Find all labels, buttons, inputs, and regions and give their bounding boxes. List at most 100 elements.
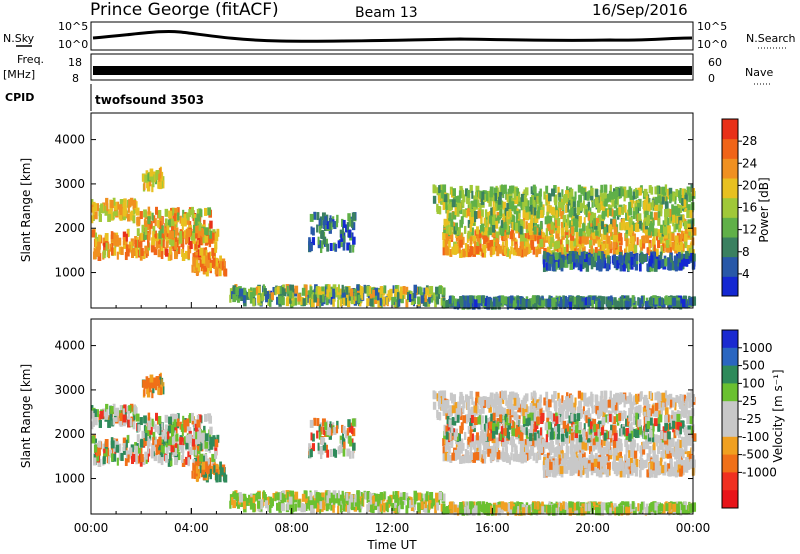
power-cell	[444, 246, 448, 255]
velocity-cell	[112, 417, 115, 426]
velocity-cell	[690, 410, 694, 419]
velocity-cell	[537, 446, 540, 455]
power-cell	[319, 295, 323, 304]
velocity-cell	[499, 398, 502, 407]
power-cell	[513, 206, 517, 215]
power-cell	[581, 235, 585, 244]
power-cell	[668, 296, 672, 305]
power-cell	[157, 180, 161, 189]
power-cell	[309, 213, 314, 222]
velocity-cell	[139, 458, 143, 467]
velocity-cell	[625, 438, 629, 447]
power-cell	[574, 219, 579, 228]
power-cell	[560, 227, 565, 236]
power-cell	[581, 246, 586, 255]
power-cell	[170, 252, 173, 261]
power-cell	[125, 244, 129, 253]
power-cell	[639, 187, 642, 196]
power-cell	[549, 255, 553, 264]
velocity-cell	[557, 445, 561, 454]
power-cell	[560, 221, 563, 230]
power-cell	[534, 186, 537, 195]
power-cell	[613, 227, 618, 236]
power-cell	[211, 260, 214, 269]
power-cell	[122, 202, 125, 211]
power-cell	[243, 287, 247, 296]
power-cell	[158, 173, 161, 182]
velocity-cell	[662, 449, 665, 458]
power-cell	[657, 260, 661, 269]
power-cell	[174, 241, 178, 250]
power-cell	[603, 226, 607, 235]
power-cell	[142, 251, 146, 260]
velocity-cell	[351, 438, 354, 447]
power-cell	[579, 263, 583, 272]
power-cell	[659, 251, 663, 260]
power-cell	[610, 228, 613, 237]
power-cell	[181, 248, 184, 257]
power-cell	[494, 301, 497, 310]
velocity-cell	[354, 494, 357, 503]
velocity-cell	[461, 455, 466, 464]
velocity-cell	[348, 424, 352, 433]
power-cell	[348, 218, 352, 227]
power-cell	[515, 210, 519, 219]
velocity-cell	[147, 438, 151, 447]
power-cell	[628, 186, 632, 195]
power-cell	[508, 196, 513, 205]
velocity-cell	[582, 393, 586, 402]
power-cell	[475, 185, 480, 194]
power-cell	[350, 296, 354, 305]
power-cell	[562, 221, 565, 230]
power-cell	[326, 289, 330, 298]
velocity-cell	[656, 392, 660, 401]
power-cell	[610, 208, 614, 217]
power-cell	[429, 285, 434, 294]
power-cell	[506, 211, 510, 220]
power-cell	[532, 246, 536, 255]
power-cell	[381, 296, 386, 305]
power-cell	[97, 252, 102, 261]
power-cell	[455, 222, 459, 231]
power-cell	[337, 299, 340, 308]
velocity-cell	[571, 407, 576, 416]
power-cell	[144, 226, 148, 235]
velocity-cell	[582, 406, 585, 415]
power-cell	[570, 188, 574, 197]
velocity-cell	[558, 403, 562, 412]
power-cell	[450, 231, 454, 240]
power-colorbar-swatch	[722, 158, 738, 179]
velocity-cell	[575, 437, 579, 446]
power-cell	[538, 194, 542, 203]
velocity-cell	[394, 494, 399, 503]
power-cell	[612, 254, 617, 263]
velocity-cell	[525, 412, 528, 421]
power-cell	[366, 298, 370, 307]
velocity-cell	[559, 445, 562, 454]
velocity-cell	[630, 401, 634, 410]
power-cell	[495, 231, 499, 240]
power-cell	[511, 201, 515, 210]
power-cell	[545, 232, 548, 241]
power-cell	[301, 287, 306, 296]
power-cell	[342, 219, 346, 228]
velocity-cell	[576, 406, 581, 415]
velocity-cell	[167, 431, 170, 440]
power-cell	[472, 235, 477, 244]
velocity-cell	[276, 502, 280, 511]
power-cell	[520, 219, 524, 228]
velocity-cell	[332, 490, 337, 499]
power-cell	[508, 250, 512, 259]
power-cell	[618, 206, 622, 215]
power-cell	[185, 228, 190, 237]
power-cell	[677, 262, 681, 271]
velocity-cell	[532, 405, 536, 414]
power-cell	[442, 232, 446, 241]
power-cell	[485, 219, 488, 228]
velocity-cell	[297, 499, 301, 508]
power-cell	[105, 242, 108, 251]
power-cell	[672, 214, 676, 223]
power-cell	[160, 238, 164, 247]
velocity-cell	[539, 394, 542, 403]
power-cell	[309, 243, 313, 252]
